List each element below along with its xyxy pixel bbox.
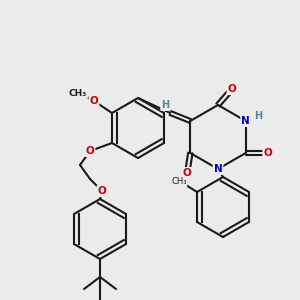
Text: H: H	[254, 111, 262, 121]
Text: N: N	[241, 116, 250, 126]
Text: CH₃: CH₃	[69, 88, 87, 98]
Text: H: H	[161, 100, 169, 110]
Text: CH₃: CH₃	[171, 178, 187, 187]
Text: O: O	[90, 96, 98, 106]
Text: O: O	[228, 84, 236, 94]
Text: N: N	[214, 164, 222, 174]
Text: O: O	[85, 146, 94, 156]
Text: O: O	[98, 186, 106, 196]
Text: O: O	[263, 148, 272, 158]
Text: O: O	[183, 168, 192, 178]
